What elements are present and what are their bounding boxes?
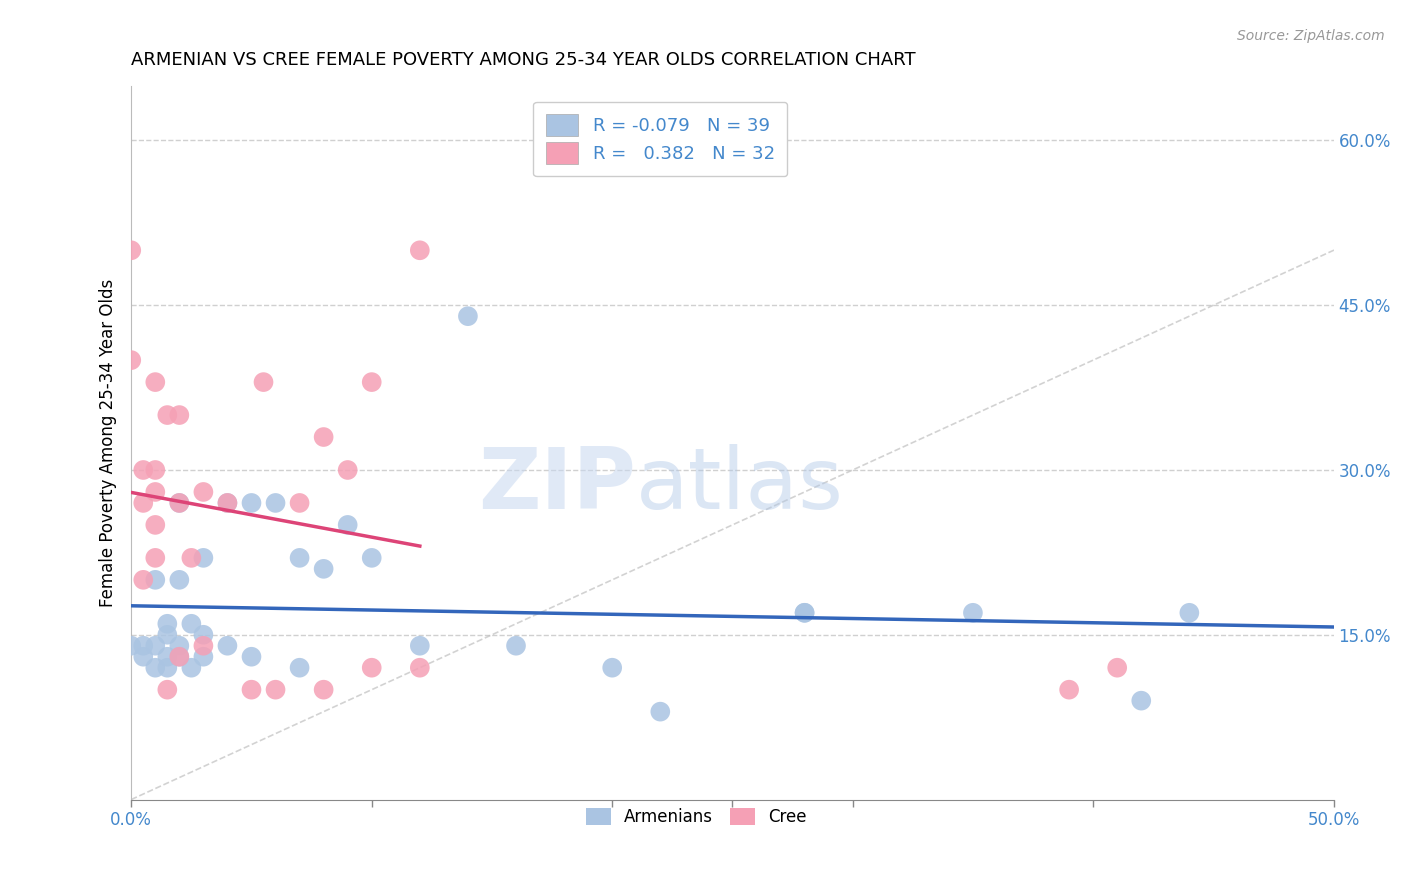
- Point: [193, 485, 215, 500]
- Point: [360, 661, 382, 675]
- Point: [962, 606, 984, 620]
- Point: [132, 639, 155, 653]
- Point: [120, 244, 142, 258]
- Point: [1057, 682, 1080, 697]
- Point: [240, 682, 263, 697]
- Point: [156, 628, 179, 642]
- Point: [156, 616, 179, 631]
- Point: [143, 661, 166, 675]
- Point: [288, 496, 311, 510]
- Point: [143, 375, 166, 389]
- Point: [120, 639, 142, 653]
- Point: [180, 550, 202, 565]
- Point: [1178, 606, 1201, 620]
- Point: [143, 485, 166, 500]
- Point: [650, 705, 672, 719]
- Point: [193, 639, 215, 653]
- Point: [240, 496, 263, 510]
- Legend: Armenians, Cree: Armenians, Cree: [578, 799, 815, 834]
- Point: [409, 639, 432, 653]
- Text: ARMENIAN VS CREE FEMALE POVERTY AMONG 25-34 YEAR OLDS CORRELATION CHART: ARMENIAN VS CREE FEMALE POVERTY AMONG 25…: [131, 51, 915, 69]
- Point: [288, 661, 311, 675]
- Point: [312, 682, 335, 697]
- Point: [505, 639, 527, 653]
- Point: [193, 649, 215, 664]
- Point: [288, 550, 311, 565]
- Point: [169, 408, 191, 422]
- Point: [252, 375, 274, 389]
- Point: [240, 649, 263, 664]
- Point: [1107, 661, 1129, 675]
- Point: [409, 661, 432, 675]
- Point: [180, 661, 202, 675]
- Point: [793, 606, 815, 620]
- Point: [217, 496, 239, 510]
- Point: [132, 649, 155, 664]
- Point: [169, 496, 191, 510]
- Point: [156, 649, 179, 664]
- Text: ZIP: ZIP: [478, 444, 637, 527]
- Point: [409, 244, 432, 258]
- Point: [336, 517, 359, 532]
- Point: [143, 573, 166, 587]
- Point: [193, 628, 215, 642]
- Point: [457, 309, 479, 323]
- Point: [169, 639, 191, 653]
- Point: [143, 463, 166, 477]
- Point: [217, 639, 239, 653]
- Y-axis label: Female Poverty Among 25-34 Year Olds: Female Poverty Among 25-34 Year Olds: [100, 278, 117, 607]
- Point: [132, 573, 155, 587]
- Point: [312, 430, 335, 444]
- Point: [360, 550, 382, 565]
- Point: [169, 573, 191, 587]
- Point: [156, 408, 179, 422]
- Point: [312, 562, 335, 576]
- Point: [143, 639, 166, 653]
- Point: [156, 661, 179, 675]
- Point: [264, 496, 287, 510]
- Point: [217, 496, 239, 510]
- Text: Source: ZipAtlas.com: Source: ZipAtlas.com: [1237, 29, 1385, 43]
- Point: [132, 463, 155, 477]
- Point: [193, 550, 215, 565]
- Point: [180, 616, 202, 631]
- Point: [169, 496, 191, 510]
- Point: [143, 517, 166, 532]
- Point: [120, 353, 142, 368]
- Point: [600, 661, 623, 675]
- Point: [169, 649, 191, 664]
- Point: [793, 606, 815, 620]
- Point: [132, 496, 155, 510]
- Text: atlas: atlas: [637, 444, 844, 527]
- Point: [336, 463, 359, 477]
- Point: [143, 550, 166, 565]
- Point: [169, 649, 191, 664]
- Point: [264, 682, 287, 697]
- Point: [1130, 693, 1153, 707]
- Point: [360, 375, 382, 389]
- Point: [156, 682, 179, 697]
